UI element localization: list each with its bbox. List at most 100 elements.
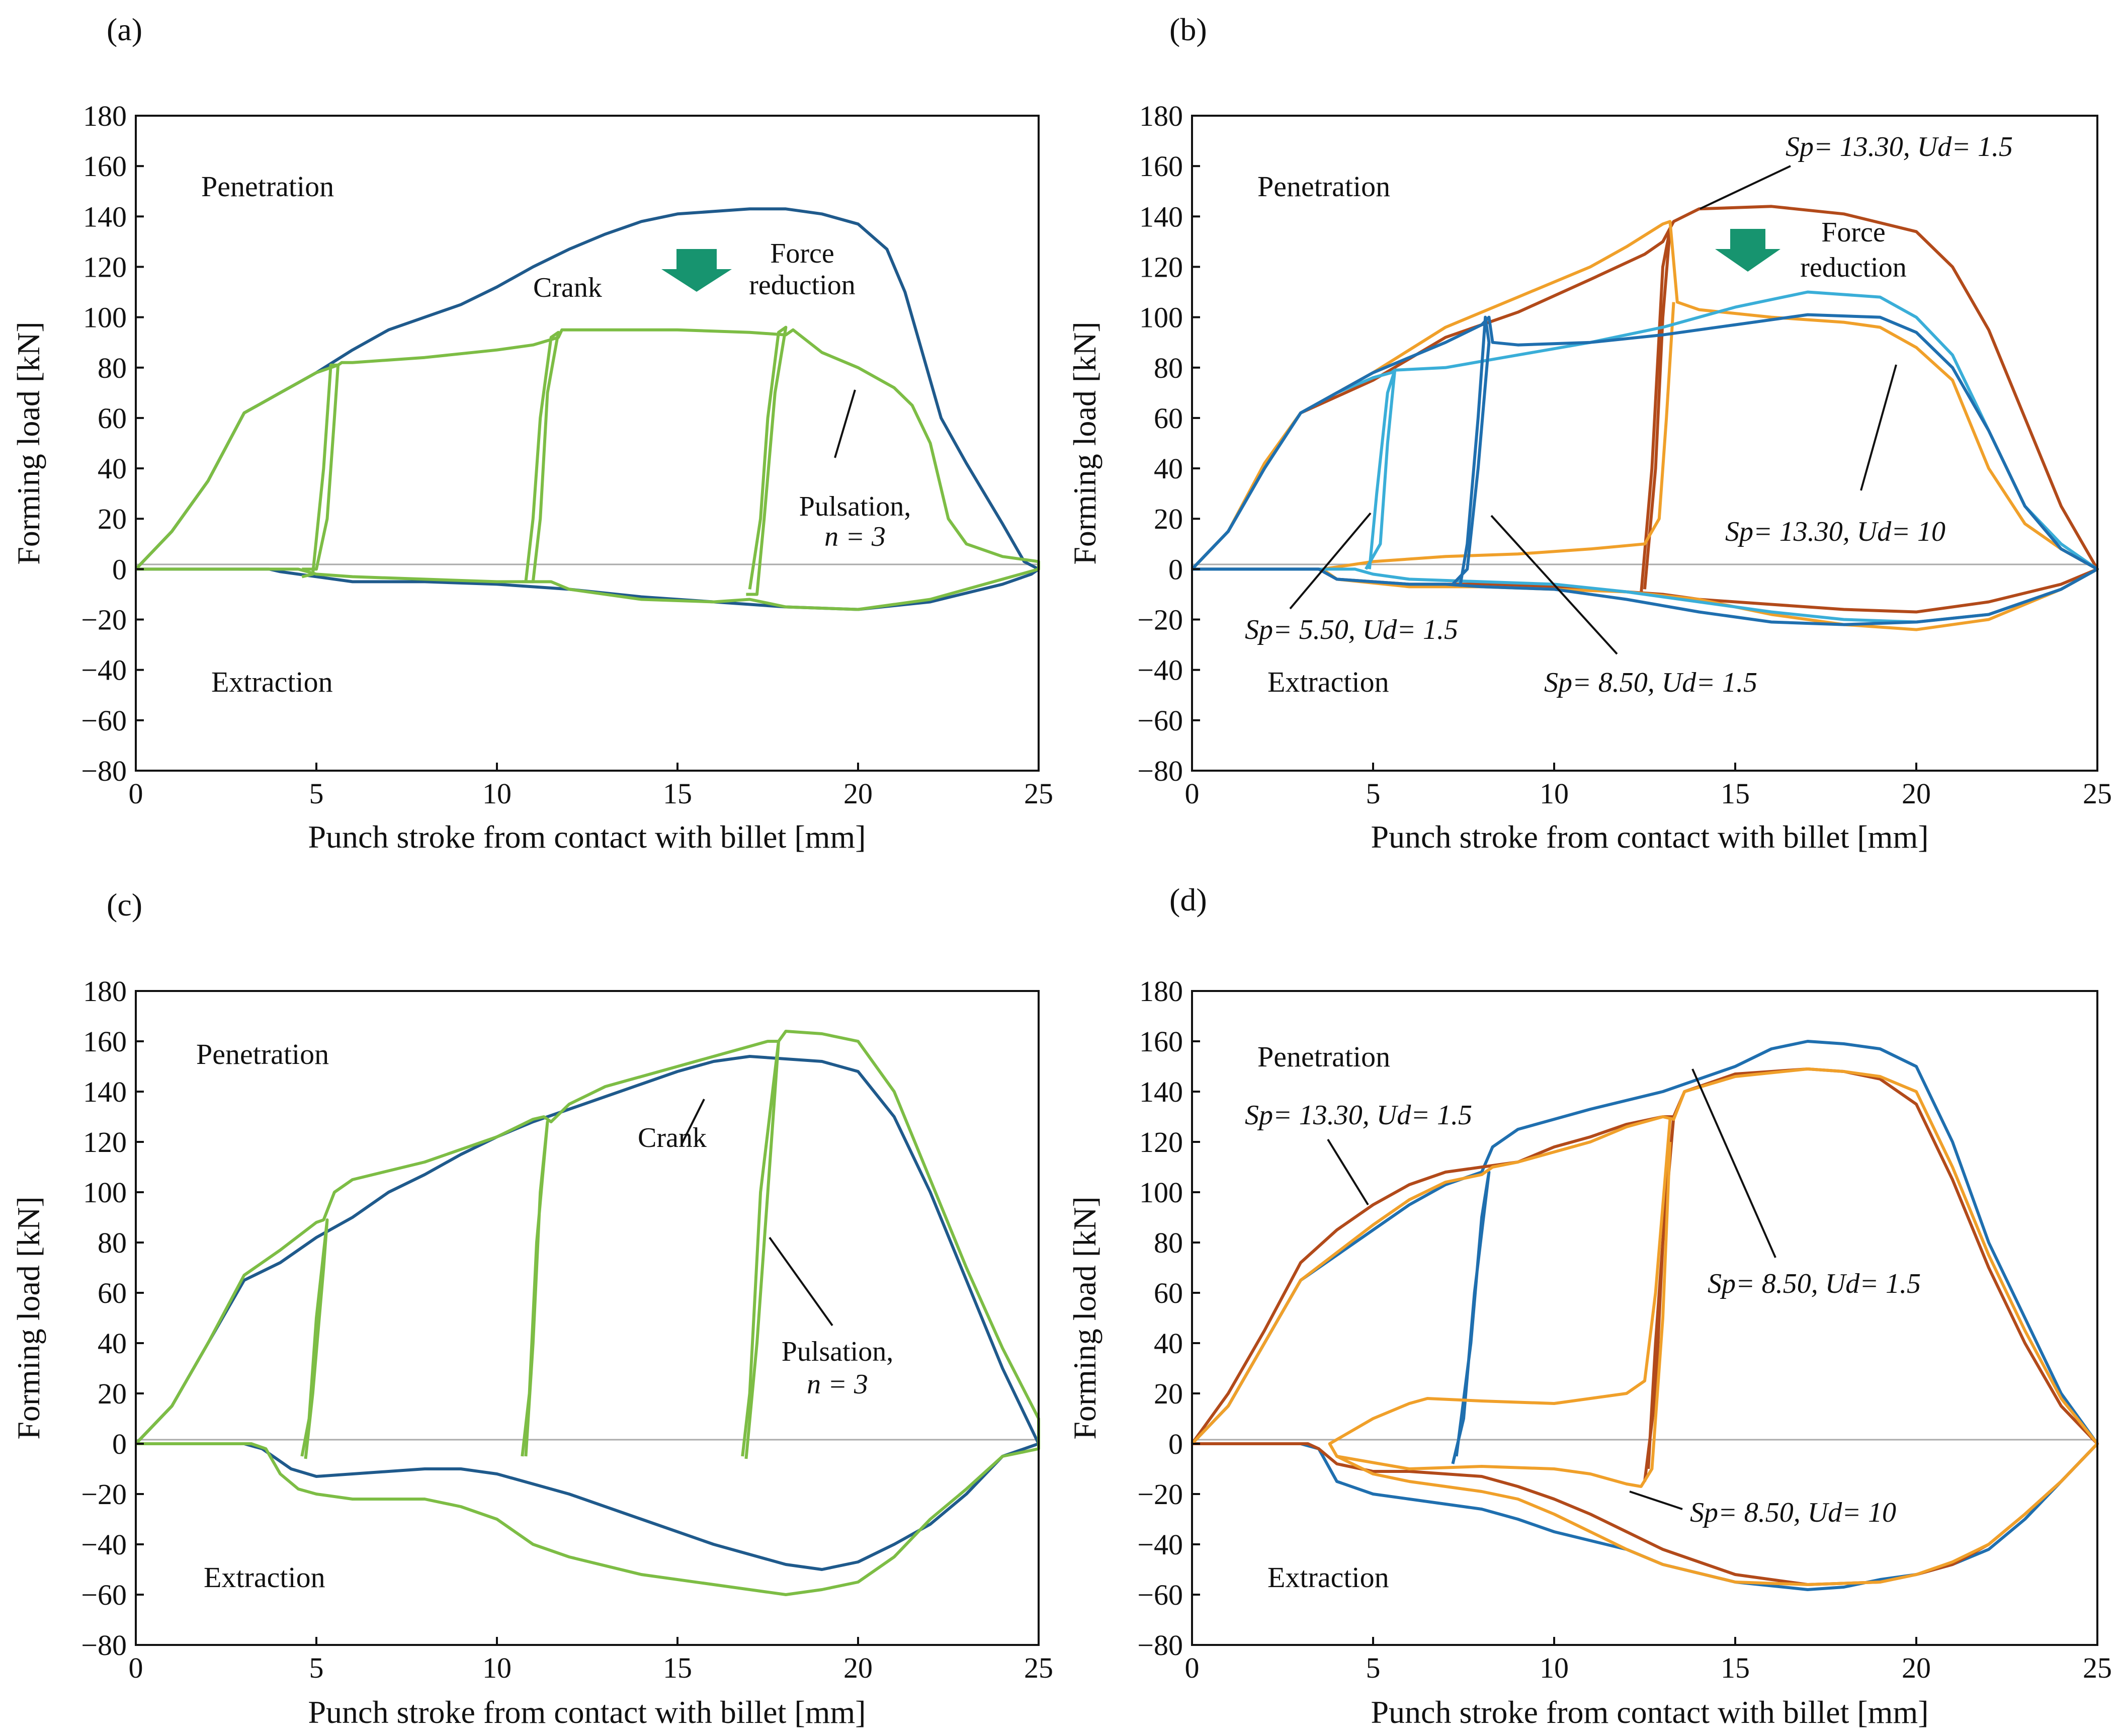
panel-b-ylabel: Forming load [kN] <box>1067 321 1102 565</box>
panel-b-sp1330-ud15-leader <box>1700 165 1791 210</box>
panel-a-ytick-label: 140 <box>83 200 127 233</box>
panel-d-sp1330-ud15-label: Sp= 13.30, Ud= 1.5 <box>1245 1100 1472 1131</box>
panel-b-ytick-label: 0 <box>1168 553 1183 586</box>
panel-d-plot-frame <box>1191 990 2098 1646</box>
panel-b-ytick-label: 140 <box>1139 200 1183 233</box>
panel-b-plot-frame <box>1191 115 2098 772</box>
panel-a-series-2-line <box>301 363 340 578</box>
panel-a-force-label: Force <box>770 238 834 269</box>
panel-d-ytick-label: 60 <box>1154 1277 1183 1309</box>
panel-b-sp850-ud15-leader <box>1490 515 1618 655</box>
panel-d-ytick-label: 80 <box>1154 1226 1183 1259</box>
panel-c-ytick-label: −60 <box>81 1579 127 1611</box>
panel-c-ytick-label: 140 <box>83 1076 127 1108</box>
panel-b-force-reduction-arrow <box>1715 229 1780 272</box>
panel-b-extraction-label: Extraction <box>1267 666 1389 698</box>
panel-d-xticks: 0 5 10 15 20 25 <box>1185 1637 2112 1684</box>
panel-b-ytick-label: 20 <box>1154 503 1183 535</box>
panel-b-xtick-label: 20 <box>1902 777 1931 810</box>
panel-c-pulsation-leader <box>769 1236 833 1327</box>
panel-c-xtick-label: 25 <box>1024 1651 1053 1684</box>
panel-d-xtick-label: 10 <box>1540 1651 1569 1684</box>
panel-d-ytick-label: −60 <box>1137 1579 1183 1611</box>
panel-d-series-5-line <box>1336 1141 1672 1488</box>
panel-c-ytick-label: 100 <box>83 1176 127 1209</box>
panel-a-ytick-label: 80 <box>98 352 127 384</box>
panel-d-sp850-ud10-leader <box>1629 1491 1683 1510</box>
panel-b-xlabel: Punch stroke from contact with billet [m… <box>1371 819 1928 855</box>
panel-b-xtick-label: 10 <box>1540 777 1569 810</box>
panel-c-plot-frame <box>135 990 1040 1646</box>
panel-c-ytick-label: 0 <box>112 1428 127 1460</box>
panel-b-series-6-line <box>1452 315 1491 587</box>
panel-b-xtick-label: 0 <box>1185 777 1200 810</box>
panel-d-ytick-label: 160 <box>1139 1025 1183 1058</box>
panel-d-ytick-label: 20 <box>1154 1377 1183 1410</box>
panel-a-reduction-label: reduction <box>749 270 855 301</box>
panel-d-sp850-ud15-label: Sp= 8.50, Ud= 1.5 <box>1708 1268 1921 1299</box>
panel-d-ytick-label: 120 <box>1139 1126 1183 1159</box>
panel-c-ytick-label: −20 <box>81 1478 127 1511</box>
panel-c-yticks: 180 160 140 120 100 80 60 40 20 0 −20 −40 −60 −80 <box>81 975 144 1662</box>
panel-c-series-0-line <box>134 1055 1040 1571</box>
panel-b-sp550-ud15-label: Sp= 5.50, Ud= 1.5 <box>1245 614 1458 645</box>
panel-letter-c: (c) <box>107 887 142 923</box>
panel-a-series-4-line <box>746 325 788 596</box>
panel-d-sp850-ud10-label: Sp= 8.50, Ud= 10 <box>1690 1497 1896 1528</box>
panel-a-penetration-label: Penetration <box>201 170 334 203</box>
panel-a-ytick-label: −60 <box>81 704 127 737</box>
panel-c-ytick-label: −80 <box>81 1629 127 1662</box>
panel-b-xticks: 0 5 10 15 20 25 <box>1185 763 2112 810</box>
panel-c-ytick-label: 20 <box>98 1377 127 1410</box>
panel-a-plot-frame <box>135 115 1040 772</box>
panel-a-ylabel: Forming load [kN] <box>11 321 46 565</box>
panel-a-xtick-label: 15 <box>663 777 692 810</box>
panel-a-extraction-label: Extraction <box>211 666 333 698</box>
panel-b-sp1330-ud10-label: Sp= 13.30, Ud= 10 <box>1725 516 1945 547</box>
panel-d-ytick-label: 40 <box>1154 1327 1183 1360</box>
panel-c-xticks: 0 5 10 15 20 25 <box>129 1637 1053 1684</box>
panel-c-ytick-label: 160 <box>83 1025 127 1058</box>
panel-a-ytick-label: 0 <box>112 553 127 586</box>
panel-b-sp1330-ud10-leader <box>1860 364 1897 491</box>
panel-c-xtick-label: 5 <box>309 1651 324 1684</box>
panel-d-sp850-ud15-leader <box>1691 1068 1776 1258</box>
panel-d-ylabel: Forming load [kN] <box>1067 1196 1102 1440</box>
panel-c-series <box>134 1030 1040 1596</box>
panel-c-extraction-label: Extraction <box>204 1561 325 1594</box>
panel-d-yticks: 180 160 140 120 100 80 60 40 20 0 −20 −40 −60 −80 <box>1137 975 1200 1662</box>
panel-d-series-4-line <box>1191 1067 2099 1586</box>
panel-b-ytick-label: 120 <box>1139 251 1183 283</box>
panel-d-xtick-label: 15 <box>1721 1651 1750 1684</box>
panel-a-series-3-line <box>522 330 560 584</box>
panel-d-series-2-line <box>1191 1067 2099 1586</box>
panel-b-xtick-label: 15 <box>1721 777 1750 810</box>
panel-a-xticks: 0 5 10 15 20 25 <box>129 763 1053 810</box>
panel-a-ytick-label: 60 <box>98 402 127 435</box>
panel-b-ytick-label: −80 <box>1137 755 1183 787</box>
panel-c-crank-leader <box>681 1099 705 1145</box>
panel-b-sp850-ud15-label: Sp= 8.50, Ud= 1.5 <box>1544 667 1757 698</box>
panel-b-series-3-line <box>1191 290 2099 624</box>
panel-c-ylabel: Forming load [kN] <box>11 1196 46 1440</box>
panel-c-ytick-label: 120 <box>83 1126 127 1159</box>
panel-d-ytick-label: −40 <box>1137 1528 1183 1561</box>
panel-letter-b: (b) <box>1169 12 1207 47</box>
panel-b-ytick-label: 100 <box>1139 301 1183 334</box>
panel-b-ytick-label: 60 <box>1154 402 1183 435</box>
panel-d: (d) 180160140120100806040200−20−40−60−80… <box>1067 882 2112 1730</box>
panel-b-sp550-ud15-leader <box>1289 512 1372 610</box>
panel-c-ytick-label: 80 <box>98 1226 127 1259</box>
panel-a-pulsation-leader <box>834 389 856 458</box>
panel-a-ytick-label: −40 <box>81 654 127 687</box>
panel-c-xtick-label: 10 <box>482 1651 512 1684</box>
panel-b-penetration-label: Penetration <box>1257 170 1390 203</box>
panel-d-sp1330-ud15-leader <box>1327 1138 1369 1206</box>
panel-a-ytick-label: −80 <box>81 755 127 787</box>
panel-d-xtick-label: 5 <box>1366 1651 1381 1684</box>
panel-c-xtick-label: 15 <box>663 1651 692 1684</box>
panel-a-series <box>134 207 1040 611</box>
panel-d-xtick-label: 25 <box>2083 1651 2112 1684</box>
panel-b-ytick-label: 160 <box>1139 150 1183 183</box>
